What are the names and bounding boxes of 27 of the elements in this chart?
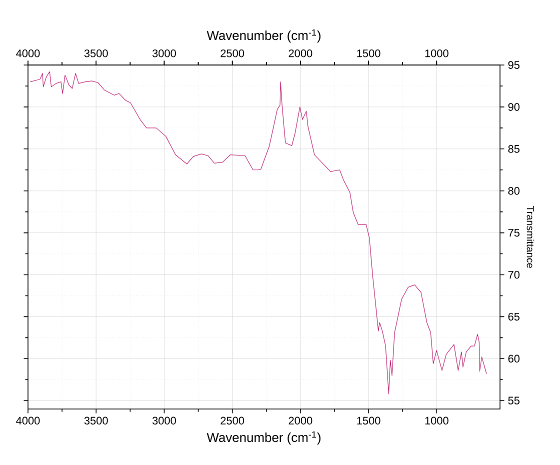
y-tick-label: 65	[508, 312, 520, 321]
y-tick-label: 70	[508, 270, 520, 279]
x-axis-title: Wavenumber (cm$^{-1}$)	[206, 431, 320, 445]
x-tick-label: 3000	[152, 49, 176, 58]
x-tick-label: 4000	[16, 49, 40, 58]
y-tick-label: 85	[508, 145, 520, 153]
x2-tick-label: 1500	[357, 416, 380, 425]
y-axis-title: Transmittance	[526, 206, 534, 268]
x2-tick-label: 1000	[425, 416, 448, 425]
x2-tick-label: 3000	[152, 416, 176, 425]
y-tick-label: 80	[508, 186, 520, 195]
y-tick-label: 90	[508, 103, 520, 111]
x2-axis-title: Wavenumber (cm$^{-1}$)	[206, 29, 320, 43]
y-tick-label: 95	[508, 61, 520, 69]
line-series	[30, 71, 487, 394]
x-tick-label: 1000	[425, 49, 448, 58]
x2-tick-label: 2000	[288, 416, 312, 425]
y-tick-label: 75	[508, 228, 520, 237]
y-tick-label: 55	[508, 396, 520, 404]
y-tick-label: 60	[508, 354, 520, 363]
x-tick-label: 1500	[357, 49, 380, 58]
x2-tick-label: 3500	[84, 416, 108, 425]
x-tick-label: 2000	[288, 49, 312, 58]
x2-tick-label: 4000	[16, 416, 40, 425]
x-tick-label: 2500	[220, 49, 244, 58]
x-tick-label: 3500	[84, 49, 108, 58]
x2-tick-label: 2500	[220, 416, 244, 425]
